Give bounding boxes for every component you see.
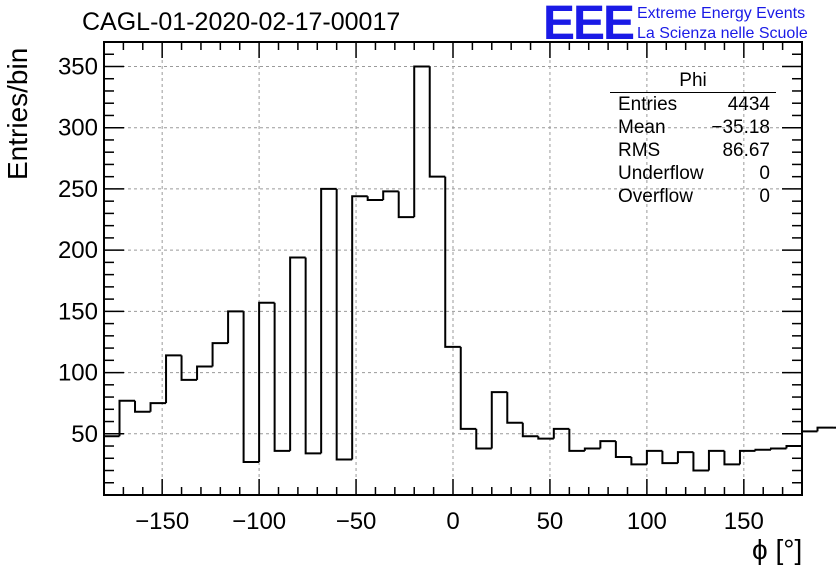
plot-frame — [103, 41, 803, 496]
histogram-bar — [552, 427, 570, 439]
histogram-bar — [614, 441, 632, 459]
histogram-bar — [459, 346, 477, 430]
histogram-bar — [428, 66, 446, 178]
histogram-bar — [583, 447, 601, 451]
histogram-bar — [506, 392, 523, 424]
stats-value: 86.67 — [722, 140, 770, 161]
histogram-bar — [645, 449, 663, 465]
histogram-bar — [273, 302, 291, 452]
histogram-bar — [335, 188, 353, 461]
x-tick-label: 100 — [627, 508, 667, 535]
stats-label: Mean — [618, 117, 666, 138]
stats-row-mean: Mean −35.18 — [610, 116, 776, 139]
stats-value: 0 — [759, 186, 770, 207]
stats-box: Phi Entries 4434 Mean −35.18 RMS 86.67 U… — [610, 70, 776, 208]
y-tick-label: 100 — [58, 360, 98, 387]
histogram-bar — [196, 365, 213, 380]
histogram-bar — [444, 176, 461, 348]
histogram-bar — [397, 191, 415, 219]
stats-label: Entries — [618, 94, 678, 115]
stats-box-title: Phi — [610, 70, 776, 93]
histogram-bar — [211, 342, 229, 367]
x-axis-label: ϕ [°] — [752, 534, 803, 565]
x-tick-label: −150 — [135, 508, 189, 535]
stats-label: RMS — [618, 140, 661, 161]
histogram-bar — [134, 400, 151, 413]
histogram-bar — [754, 448, 771, 451]
histogram-bar — [801, 430, 818, 447]
histogram-bar — [676, 451, 694, 464]
stats-value: 4434 — [727, 94, 770, 115]
histogram-bar — [707, 449, 725, 471]
histogram-bar — [599, 440, 616, 449]
chart-title: CAGL-01-2020-02-17-00017 — [82, 8, 401, 36]
x-tick-label: 50 — [537, 508, 564, 535]
histogram-bar — [475, 428, 492, 450]
histogram-bar — [258, 301, 275, 462]
histogram-bar — [816, 426, 834, 432]
y-tick-label: 50 — [71, 421, 98, 448]
stats-label: Underflow — [618, 163, 704, 184]
y-axis-label: Entries/bin — [2, 47, 33, 180]
histogram-bar — [149, 402, 167, 412]
y-tick-label: 150 — [58, 298, 98, 325]
histogram-bar — [630, 457, 647, 466]
eee-logo: EEE — [543, 0, 635, 50]
stats-row-entries: Entries 4434 — [610, 93, 776, 116]
histogram-bar — [769, 447, 787, 450]
y-tick-label: 350 — [58, 53, 98, 80]
histogram-bar — [537, 436, 554, 440]
stats-row-rms: RMS 86.67 — [610, 139, 776, 162]
y-tick-label: 250 — [58, 176, 98, 203]
y-tick-label: 300 — [58, 115, 98, 142]
x-tick-label: −50 — [336, 508, 377, 535]
histogram-bar — [351, 195, 368, 460]
histogram-bar — [289, 256, 306, 451]
logo-caption-line1: Extreme Energy Events — [637, 5, 806, 22]
x-tick-label: −100 — [232, 508, 286, 535]
histogram-bar — [738, 449, 756, 465]
stats-row-underflow: Underflow 0 — [610, 162, 776, 185]
histogram-bars — [104, 65, 836, 472]
stats-value: 0 — [759, 163, 770, 184]
histogram-bar — [521, 422, 539, 438]
histogram-bar — [382, 190, 399, 200]
histogram-bar — [118, 399, 136, 437]
logo-caption-line2: La Scienza nelle Scuole — [637, 25, 808, 42]
histogram-bar — [568, 428, 585, 452]
histogram-bar — [320, 187, 337, 454]
histogram-bar — [692, 452, 709, 472]
x-tick-label: 0 — [446, 508, 459, 535]
histogram-bar — [490, 391, 508, 449]
histogram-bar — [165, 354, 182, 404]
stats-value: −35.18 — [711, 117, 770, 138]
tick-labels: −150 −100 −50 0 50 100 150 50 100 150 200 250 300 350 — [58, 53, 764, 535]
histogram-bar — [227, 310, 244, 344]
grid-lines — [104, 42, 802, 495]
histogram-bar — [661, 450, 678, 465]
stats-row-overflow: Overflow 0 — [610, 185, 776, 208]
x-tick-label: 150 — [724, 508, 764, 535]
stats-label: Overflow — [618, 186, 693, 207]
histogram-bar — [366, 196, 384, 201]
logo-caption: Extreme Energy Events La Scienza nelle S… — [637, 4, 808, 44]
axis-ticks — [103, 41, 803, 495]
y-tick-label: 200 — [58, 237, 98, 264]
histogram-bar — [242, 311, 260, 463]
histogram-bar — [304, 257, 322, 455]
histogram-bar — [723, 450, 740, 466]
histogram-bar — [413, 65, 430, 218]
histogram-bar — [180, 355, 198, 381]
